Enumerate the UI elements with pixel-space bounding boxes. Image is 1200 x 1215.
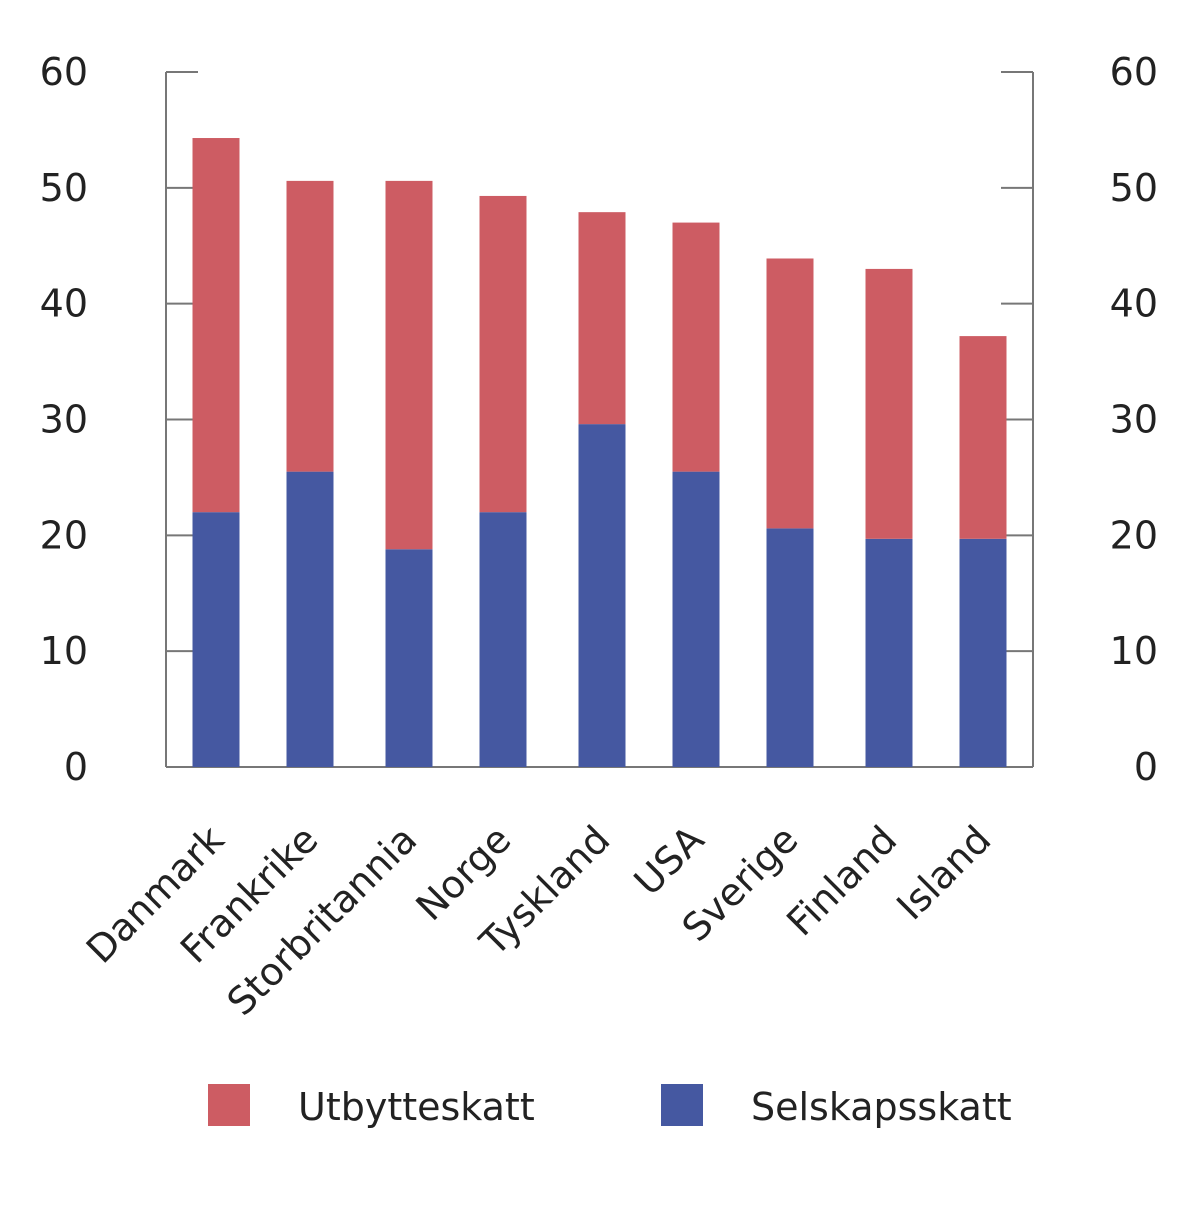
right-tick-label: 20 [1110,513,1158,557]
bar-utbytteskatt-finland [865,268,913,539]
bar-selskapsskatt-finland [865,538,913,767]
category-label-finland: Finland [778,817,905,944]
left-tick-label: 30 [40,398,88,442]
right-tick-label: 60 [1110,50,1158,94]
legend-swatch-utbytteskatt [208,1084,250,1126]
bar-selskapsskatt-frankrike [286,471,334,767]
bar-selskapsskatt-danmark [192,512,240,767]
bar-selskapsskatt-norge [479,512,527,767]
bar-utbytteskatt-storbritannia [385,180,433,550]
bar-selskapsskatt-usa [672,471,720,767]
left-tick-label: 50 [40,166,88,210]
left-tick-label: 60 [40,50,88,94]
category-label-island: Island [888,817,999,928]
bars [192,138,1007,767]
left-tick-label: 0 [64,745,88,789]
category-label-usa: USA [626,817,713,904]
bar-selskapsskatt-storbritannia [385,549,433,767]
bar-utbytteskatt-frankrike [286,180,334,472]
right-tick-label: 30 [1110,398,1158,442]
legend: Utbytteskatt Selskapsskatt [208,1084,1012,1129]
axes: 0 0 10 10 20 20 30 30 40 40 50 50 60 60 [40,50,1158,789]
bar-selskapsskatt-tyskland [578,424,626,767]
bar-selskapsskatt-island [959,538,1007,767]
right-tick-label: 0 [1134,745,1158,789]
left-tick-label: 20 [40,513,88,557]
bar-utbytteskatt-norge [479,195,527,513]
bar-utbytteskatt-tyskland [578,212,626,425]
legend-label-utbytteskatt: Utbytteskatt [298,1085,535,1129]
right-tick-label: 50 [1110,166,1158,210]
bar-utbytteskatt-sverige [766,258,814,529]
bar-selskapsskatt-sverige [766,528,814,767]
right-tick-label: 40 [1110,282,1158,326]
legend-swatch-selskapsskatt [661,1084,703,1126]
right-tick-label: 10 [1110,629,1158,673]
category-labels: DanmarkFrankrikeStorbritanniaNorgeTyskla… [78,817,1000,1024]
bar-utbytteskatt-usa [672,222,720,472]
bar-utbytteskatt-island [959,336,1007,539]
bar-utbytteskatt-danmark [192,138,240,513]
legend-label-selskapsskatt: Selskapsskatt [751,1085,1012,1129]
left-tick-label: 10 [40,629,88,673]
left-tick-label: 40 [40,282,88,326]
